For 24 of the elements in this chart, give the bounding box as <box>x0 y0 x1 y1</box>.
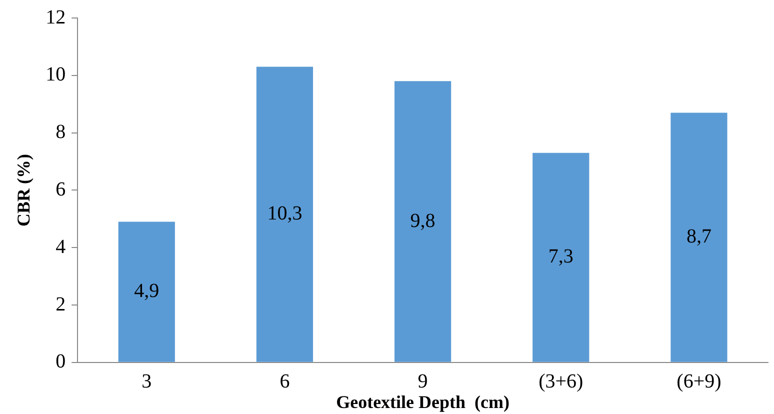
y-tick-label: 12 <box>46 6 66 28</box>
x-tick-label: (6+9) <box>676 370 722 393</box>
y-tick-label: 6 <box>56 178 66 200</box>
data-label: 4,9 <box>134 280 160 302</box>
y-tick-label: 2 <box>56 293 66 316</box>
bar <box>118 222 175 362</box>
bar <box>394 81 452 362</box>
y-tick-label: 8 <box>56 121 66 144</box>
y-tick-label: 4 <box>56 236 66 258</box>
data-label: 10,3 <box>267 202 302 225</box>
bar <box>670 112 728 362</box>
data-label: 7,3 <box>548 246 574 268</box>
y-axis-title: CBR (%) <box>13 154 34 226</box>
x-axis-title: Geotextile Depth (cm) <box>336 392 510 412</box>
x-tick-label: 3 <box>142 370 152 393</box>
bar <box>256 66 314 362</box>
data-label: 8,7 <box>686 226 712 248</box>
data-label: 9,8 <box>410 210 436 232</box>
x-tick-label: 6 <box>280 370 290 393</box>
bar <box>532 152 590 362</box>
y-tick-label: 0 <box>56 350 66 373</box>
y-tick-label: 10 <box>46 64 66 86</box>
x-tick-label: (3+6) <box>538 370 584 393</box>
x-tick-label: 9 <box>418 370 428 393</box>
